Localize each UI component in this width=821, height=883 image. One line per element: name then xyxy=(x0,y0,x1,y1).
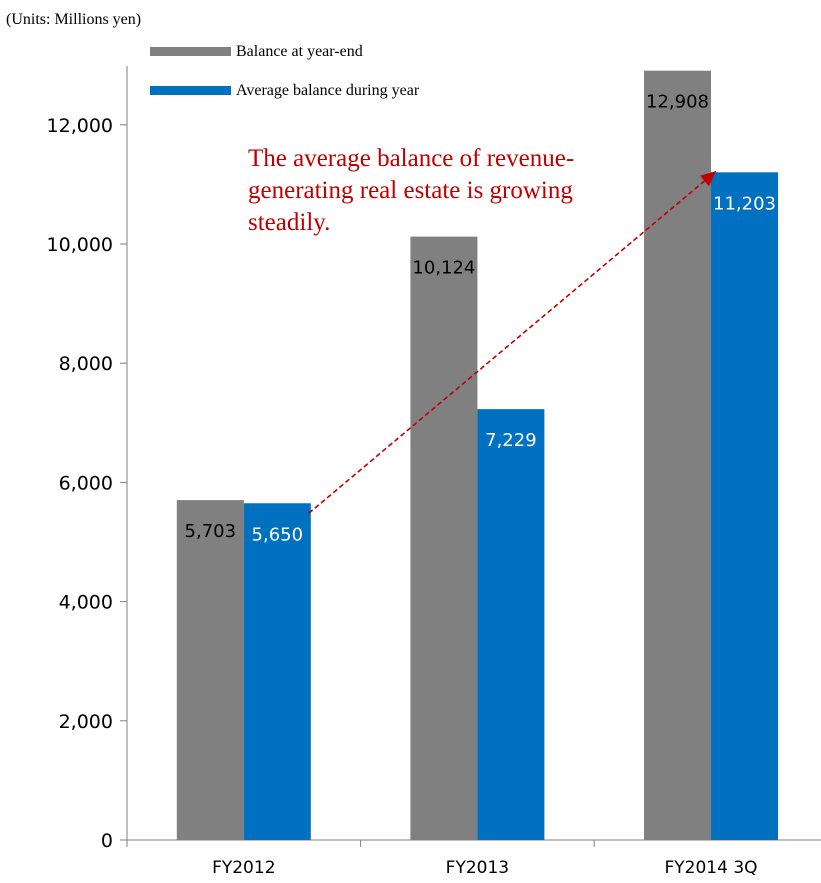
data-label: 10,124 xyxy=(412,258,475,279)
legend-label: Balance at year-end xyxy=(236,43,363,60)
data-label: 11,203 xyxy=(713,193,776,214)
annotation-text: generating real estate is growing xyxy=(248,177,573,204)
bar-year-end xyxy=(410,236,478,840)
trend-arrow xyxy=(308,170,717,514)
x-tick-label: FY2014 3Q xyxy=(664,858,757,878)
y-tick-label: 2,000 xyxy=(59,711,113,733)
annotation-text: steadily. xyxy=(248,209,330,236)
y-tick-label: 4,000 xyxy=(59,592,113,614)
data-label: 7,229 xyxy=(485,430,537,451)
y-tick-label: 8,000 xyxy=(59,353,113,375)
arrow-head xyxy=(700,171,716,187)
annotation-text: The average balance of revenue- xyxy=(248,145,574,172)
bar-average xyxy=(477,409,545,840)
data-label: 12,908 xyxy=(646,92,709,113)
x-tick-label: FY2012 xyxy=(212,858,275,878)
units-note: (Units: Millions yen) xyxy=(6,11,141,28)
legend-swatch xyxy=(150,86,231,95)
bar-year-end xyxy=(644,70,711,840)
legend-swatch xyxy=(150,47,231,56)
y-tick-label: 12,000 xyxy=(47,115,113,137)
bar-average xyxy=(711,172,778,840)
x-tick-label: FY2013 xyxy=(446,858,509,878)
bar-average xyxy=(243,503,311,840)
bar-year-end xyxy=(176,500,244,840)
data-label: 5,703 xyxy=(185,521,237,542)
legend-label: Average balance during year xyxy=(236,82,420,99)
y-tick-label: 6,000 xyxy=(59,472,113,494)
data-label: 5,650 xyxy=(252,524,304,545)
y-tick-label: 0 xyxy=(101,830,113,852)
y-tick-label: 10,000 xyxy=(47,234,113,256)
